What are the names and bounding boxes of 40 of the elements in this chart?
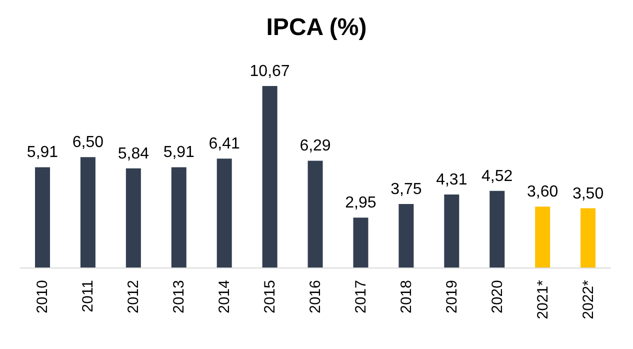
bar: [80, 157, 96, 268]
data-label: 10,67: [250, 63, 290, 80]
bar: [490, 190, 505, 268]
x-tick-label: 2010: [34, 280, 52, 314]
bar: [308, 160, 323, 268]
data-label: 5,84: [118, 145, 150, 162]
x-tick-label: 2021*: [534, 280, 552, 320]
chart-title: IPCA (%): [265, 14, 368, 42]
x-tick-label: 2015: [262, 280, 279, 314]
data-label: 6,29: [300, 138, 331, 155]
bar: [398, 204, 414, 268]
data-label: 4,31: [436, 171, 468, 188]
x-tick-label: 2018: [398, 280, 415, 314]
data-label: 3,75: [390, 181, 422, 198]
data-label: 6,41: [208, 136, 240, 153]
bar: [353, 218, 368, 268]
x-tick-label: 2013: [170, 280, 188, 314]
data-label: 4,52: [482, 168, 513, 185]
bar: [262, 86, 278, 268]
x-tick-label: 2011: [80, 280, 97, 312]
x-tick-label: 2019: [443, 280, 460, 314]
x-tick-label: 2014: [216, 280, 234, 314]
bar: [126, 168, 141, 268]
bar: [535, 206, 550, 268]
x-tick-label: 2020: [488, 280, 506, 314]
bar: [171, 167, 186, 268]
bar: [35, 167, 50, 268]
bar: [216, 158, 232, 268]
data-label: 5,91: [26, 144, 58, 162]
data-label: 2,95: [345, 194, 376, 212]
bar: [444, 194, 460, 268]
data-label: 6,50: [72, 134, 104, 152]
data-label: 3,60: [527, 184, 558, 201]
x-tick-label: 2022*: [580, 280, 597, 320]
data-label: 3,50: [572, 185, 604, 202]
data-label: 5,91: [163, 144, 195, 162]
x-tick-label: 2017: [352, 280, 370, 314]
x-tick-label: 2012: [125, 280, 142, 314]
bar: [580, 208, 596, 268]
x-tick-label: 2016: [307, 280, 324, 314]
